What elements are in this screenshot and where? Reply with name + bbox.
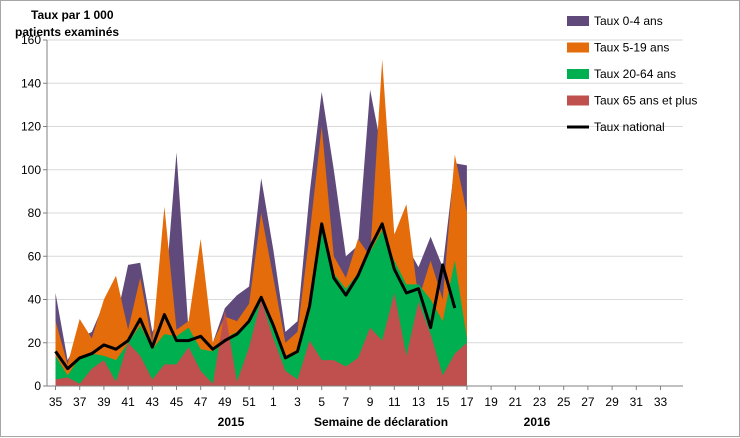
y-tick-label: 20	[28, 336, 42, 350]
x-axis-title: Semaine de déclaration	[314, 415, 448, 429]
x-tick-labels: 35 37 39 41 43 45 47 49 51 1 3 5 7 9 11 13 15 17 19 21 23 25 2…	[49, 395, 668, 409]
y-tick-label: 0	[34, 379, 41, 393]
legend-label: Taux 0-4 ans	[594, 14, 663, 28]
x-tick-label: 31	[630, 395, 644, 409]
x-tick-label: 17	[460, 395, 474, 409]
x-tick-label: 41	[121, 395, 135, 409]
legend-label: Taux 65 ans et plus	[594, 94, 697, 108]
legend-swatch	[567, 69, 589, 79]
x-tick-label: 43	[146, 395, 160, 409]
x-tick-label: 45	[170, 395, 184, 409]
year-label-2015: 2015	[218, 415, 245, 429]
x-tick-label: 33	[654, 395, 668, 409]
x-tick-label: 3	[294, 395, 301, 409]
y-tick-label: 160	[21, 33, 41, 47]
x-tick-label: 13	[412, 395, 426, 409]
x-tick-label: 19	[484, 395, 498, 409]
y-tick-label: 40	[28, 293, 42, 307]
area-series-4	[55, 293, 467, 386]
x-tick-label: 1	[270, 395, 277, 409]
axes	[43, 39, 683, 390]
legend-swatch	[567, 95, 589, 106]
x-tick-label: 35	[49, 395, 63, 409]
y-tick-label: 80	[28, 206, 42, 220]
y-axis-title-line-1: Taux par 1 000	[31, 8, 114, 22]
x-tick-label: 7	[343, 395, 350, 409]
legend-swatch	[567, 42, 589, 53]
y-tick-label: 120	[21, 120, 41, 134]
x-tick-label: 39	[97, 395, 111, 409]
y-tick-labels: 0 20 40 60 80 100 120 140 160	[21, 33, 41, 393]
areas	[55, 59, 467, 386]
legend-swatch	[567, 16, 589, 26]
x-tick-label: 11	[388, 395, 401, 409]
legend: Taux 0-4 ans Taux 5-19 ans Taux 20-64 ans T…	[567, 14, 697, 134]
x-tick-label: 29	[605, 395, 619, 409]
national-rate-line	[54, 222, 457, 371]
x-tick-label: 5	[318, 395, 325, 409]
x-tick-label: 27	[581, 395, 595, 409]
national-line	[54, 222, 457, 371]
y-tick-label: 60	[28, 249, 42, 263]
x-tick-label: 49	[218, 395, 232, 409]
y-tick-label: 140	[21, 76, 41, 90]
year-label-2016: 2016	[524, 415, 551, 429]
y-axis-title-line-2: patients examinés	[15, 25, 119, 39]
legend-label: Taux national	[594, 120, 665, 134]
x-tick-label: 37	[73, 395, 87, 409]
legend-label: Taux 20-64 ans	[594, 67, 676, 81]
x-tick-label: 47	[194, 395, 208, 409]
x-tick-label: 51	[242, 395, 256, 409]
x-tick-label: 21	[509, 395, 523, 409]
legend-label: Taux 5-19 ans	[594, 41, 669, 55]
y-tick-label: 100	[21, 163, 41, 177]
x-tick-label: 23	[533, 395, 547, 409]
x-tick-label: 9	[367, 395, 374, 409]
x-tick-label: 25	[557, 395, 571, 409]
x-tick-label: 15	[436, 395, 450, 409]
